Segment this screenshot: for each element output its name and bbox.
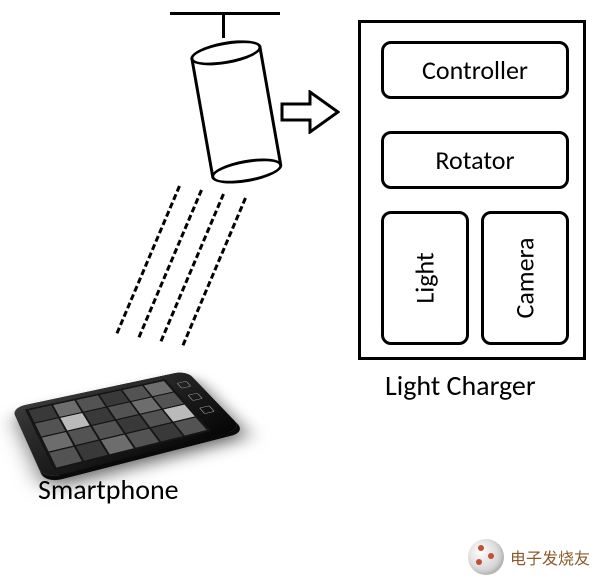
brand-text: 电子发烧友: [510, 545, 590, 569]
camera-label: Camera: [509, 237, 541, 318]
phone-screen: [25, 379, 211, 470]
camera-box: Camera: [481, 211, 569, 345]
controller-label: Controller: [422, 54, 528, 86]
phone-body: [12, 371, 243, 480]
rotator-label: Rotator: [435, 144, 514, 176]
arrow-icon: [280, 90, 340, 134]
light-label: Light: [409, 252, 441, 303]
light-box: Light: [381, 211, 469, 345]
ceiling-mount-stem: [222, 14, 225, 38]
diagram-canvas: www Controller Rotator Light Camera Ligh…: [0, 0, 600, 585]
light-charger-caption: Light Charger: [385, 368, 536, 403]
ceiling-mount-bar: [170, 12, 280, 15]
rotator-box: Rotator: [381, 131, 569, 189]
light-fixture-cylinder: [189, 36, 284, 186]
light-charger-block: Controller Rotator Light Camera: [358, 20, 586, 360]
controller-box: Controller: [381, 41, 569, 99]
smartphone-caption: Smartphone: [38, 472, 179, 507]
smartphone-illustration: [12, 371, 243, 480]
brand-watermark: 电子发烧友: [468, 539, 590, 575]
brand-logo-icon: [468, 539, 504, 575]
